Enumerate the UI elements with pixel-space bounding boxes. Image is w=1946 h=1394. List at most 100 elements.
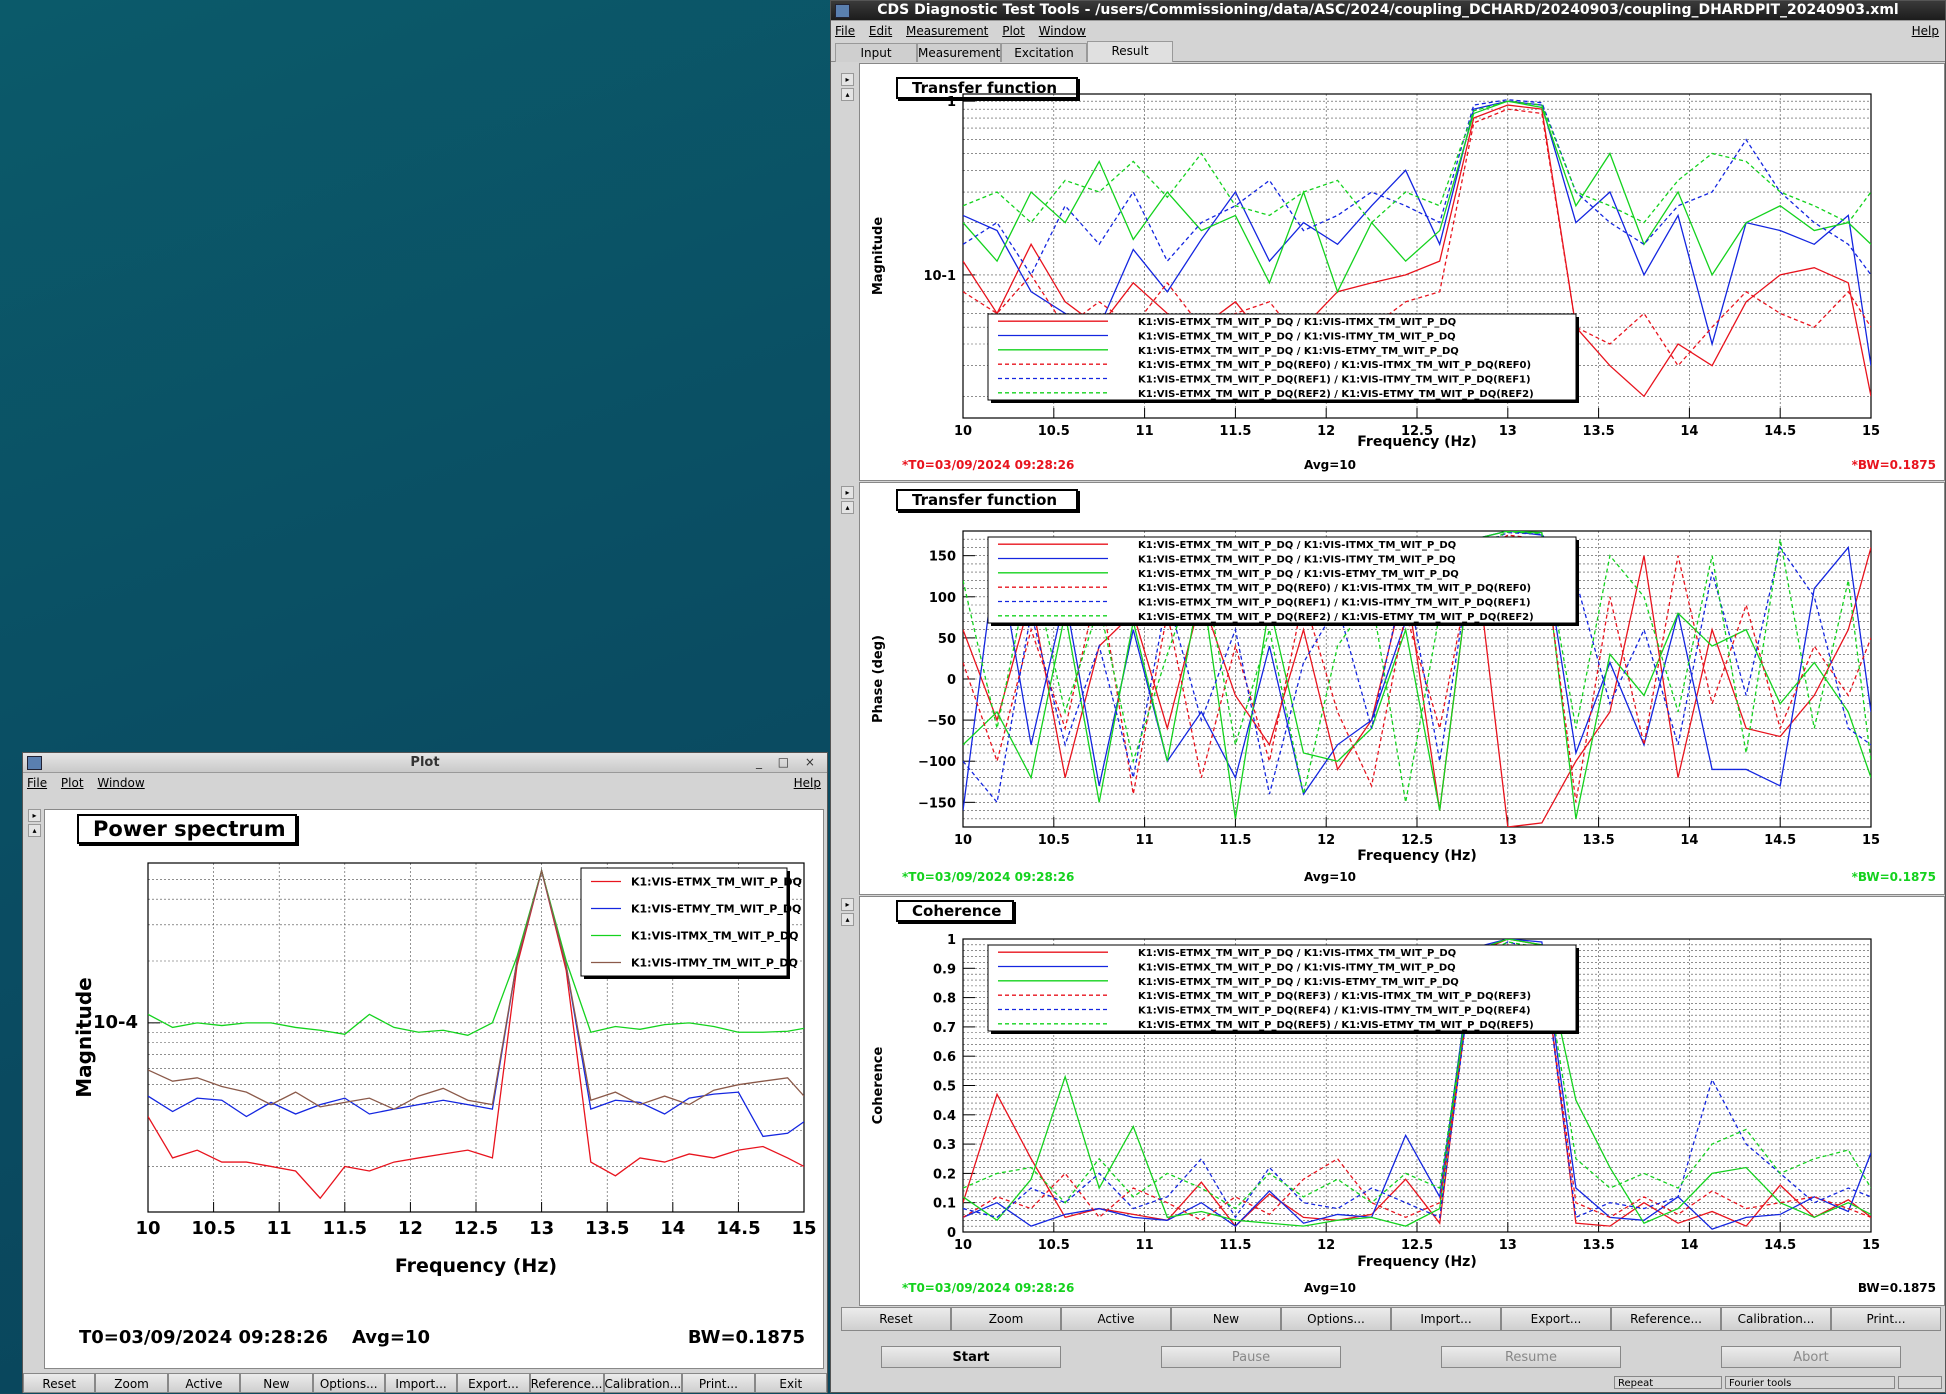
x-tick-label: 13	[1499, 1238, 1517, 1253]
tf-phase-chart[interactable]: 10 10.5 11 11.5 12 12.5 13 13.5 14 14.5 15 150 100 50…	[860, 483, 1946, 896]
y-tick-label: 150	[929, 550, 956, 565]
menu-plot[interactable]: Plot	[60, 776, 84, 790]
t0-label: T0=03/09/2024 09:28:26	[79, 1327, 328, 1348]
expand-arrow-icon[interactable]: ▸	[841, 73, 854, 86]
active-button[interactable]: Active	[1061, 1307, 1171, 1331]
series-line	[963, 939, 1871, 1228]
series-group	[963, 939, 1871, 1230]
legend-label: K1:VIS-ETMX_TM_WIT_P_DQ(REF2) / K1:VIS-E…	[1138, 612, 1534, 623]
x-tick-label: 12	[1317, 1238, 1335, 1253]
x-tick-label: 11	[1136, 833, 1154, 848]
print-button[interactable]: Print...	[1831, 1307, 1941, 1331]
tab-measurement[interactable]: Measurement	[917, 43, 1001, 62]
y-tick-label: −50	[927, 714, 956, 729]
x-tick-label: 12.5	[454, 1218, 498, 1239]
plot-window-titlebar[interactable]: Plot _ □ ×	[23, 753, 827, 773]
series-line	[148, 868, 804, 1138]
reset-button[interactable]: Reset	[841, 1307, 951, 1331]
x-tick-label: 10.5	[1038, 424, 1070, 439]
expand-arrow-icon[interactable]: ▸	[841, 486, 854, 499]
export-button[interactable]: Export...	[1501, 1307, 1611, 1331]
avg-label: Avg=10	[1304, 1281, 1356, 1295]
reset-button[interactable]: Reset	[23, 1373, 96, 1393]
calibration-button[interactable]: Calibration...	[603, 1373, 683, 1393]
menu-file[interactable]: File	[27, 776, 48, 790]
x-tick-label: 14.5	[1764, 833, 1796, 848]
expand-arrow-icon[interactable]: ▸	[841, 898, 854, 911]
x-tick-label: 13.5	[1583, 1238, 1615, 1253]
print-button[interactable]: Print...	[682, 1373, 755, 1393]
menu-file[interactable]: File	[835, 24, 856, 38]
tab-excitation[interactable]: Excitation	[1001, 43, 1087, 62]
menu-window[interactable]: Window	[97, 776, 145, 790]
y-tick-label: −100	[918, 755, 956, 770]
reference-button[interactable]: Reference...	[529, 1373, 604, 1393]
menu-help[interactable]: Help	[1911, 24, 1939, 38]
import-button[interactable]: Import...	[1391, 1307, 1501, 1331]
series-line	[963, 100, 1871, 294]
menu-plot[interactable]: Plot	[1002, 24, 1025, 38]
bw-label: *BW=0.1875	[1852, 458, 1936, 472]
main-tabs: Input Measurement Excitation Result	[831, 41, 1945, 62]
y-tick-label: 0	[947, 1226, 956, 1241]
export-button[interactable]: Export...	[457, 1373, 530, 1393]
series-line	[963, 99, 1871, 277]
calibration-button[interactable]: Calibration...	[1721, 1307, 1831, 1331]
tf-magnitude-chart[interactable]: 10 10.5 11 11.5 12 12.5 13 13.5 14 14.5 15 1 10-1 Fre…	[860, 64, 1946, 482]
expand-arrow-icon[interactable]: ▸	[28, 809, 41, 822]
main-window-titlebar[interactable]: CDS Diagnostic Test Tools - /users/Commi…	[831, 1, 1945, 21]
window-controls-icon[interactable]: _ □ ×	[755, 755, 821, 769]
app-icon	[27, 756, 42, 770]
app-icon	[835, 4, 850, 18]
x-tick-label: 13	[1499, 424, 1517, 439]
zoom-button[interactable]: Zoom	[95, 1373, 168, 1393]
collapse-arrow-icon[interactable]: ▴	[841, 913, 854, 926]
status-fourier-tools: Fourier tools	[1725, 1376, 1895, 1389]
menu-measurement[interactable]: Measurement	[906, 24, 989, 38]
x-tick-label: 14.5	[1764, 1238, 1796, 1253]
reference-button[interactable]: Reference...	[1611, 1307, 1721, 1331]
tab-input[interactable]: Input	[835, 43, 917, 62]
resume-button[interactable]: Resume	[1441, 1346, 1621, 1368]
panel2-side-arrows: ▸ ▴	[841, 486, 854, 516]
active-button[interactable]: Active	[167, 1373, 241, 1393]
coherence-chart[interactable]: 10 10.5 11 11.5 12 12.5 13 13.5 14 14.5 1500.10.20…	[860, 897, 1946, 1307]
x-tick-label: 13.5	[585, 1218, 629, 1239]
zoom-button[interactable]: Zoom	[951, 1307, 1061, 1331]
menu-edit[interactable]: Edit	[868, 24, 893, 38]
x-axis-label: Frequency (Hz)	[1357, 848, 1476, 864]
collapse-arrow-icon[interactable]: ▴	[841, 88, 854, 101]
coherence-title: Coherence	[896, 900, 1014, 922]
tab-result[interactable]: Result	[1087, 41, 1173, 62]
x-axis-label: Frequency (Hz)	[1357, 1254, 1476, 1270]
collapse-arrow-icon[interactable]: ▴	[841, 501, 854, 514]
start-button[interactable]: Start	[881, 1346, 1061, 1368]
x-tick-label: 11.5	[1219, 833, 1251, 848]
main-menubar: File Edit Measurement Plot Window Help	[831, 21, 1945, 41]
bw-label: *BW=0.1875	[1852, 870, 1936, 884]
tf-phase-title: Transfer function	[896, 489, 1078, 511]
menu-window[interactable]: Window	[1038, 24, 1086, 38]
x-tick-label: 14	[1680, 833, 1698, 848]
tf-phase-panel: Transfer function 10 10.5 11 11.5 12 12.5 13 13…	[859, 482, 1945, 895]
new-button[interactable]: New	[1171, 1307, 1281, 1331]
import-button[interactable]: Import...	[384, 1373, 458, 1393]
x-tick-label: 10	[954, 1238, 972, 1253]
menu-help[interactable]: Help	[793, 776, 821, 790]
psd-chart[interactable]: 10 10.5 11 11.5 12 12.5 13 13.5 14 14.5 15 10-4 Freq…	[45, 810, 825, 1370]
collapse-arrow-icon[interactable]: ▴	[28, 824, 41, 837]
y-tick-label: 10-1	[923, 269, 956, 284]
plot-window-menubar: File Plot Window Help	[23, 773, 827, 793]
y-tick-label: 1	[947, 933, 956, 948]
x-tick-label: 10	[954, 833, 972, 848]
x-tick-label: 15	[1862, 424, 1880, 439]
exit-button[interactable]: Exit	[754, 1373, 827, 1393]
new-button[interactable]: New	[240, 1373, 313, 1393]
main-window-title: CDS Diagnostic Test Tools - /users/Commi…	[877, 2, 1899, 18]
pause-button[interactable]: Pause	[1161, 1346, 1341, 1368]
options-button[interactable]: Options...	[312, 1373, 385, 1393]
x-tick-label: 12.5	[1401, 1238, 1433, 1253]
options-button[interactable]: Options...	[1281, 1307, 1391, 1331]
abort-button[interactable]: Abort	[1721, 1346, 1901, 1368]
legend-label: K1:VIS-ETMX_TM_WIT_P_DQ(REF0) / K1:VIS-I…	[1138, 583, 1531, 594]
